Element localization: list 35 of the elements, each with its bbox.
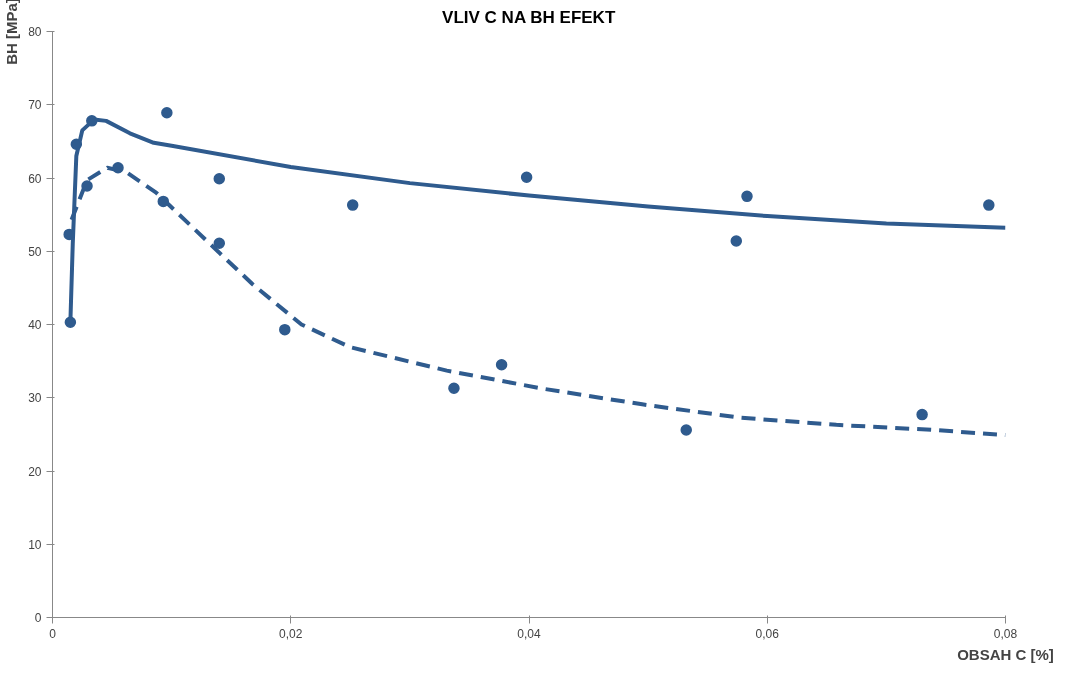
point [81, 180, 93, 192]
point [983, 199, 995, 211]
point [157, 195, 170, 208]
chart-title: VLIV C NA BH EFEKT [442, 7, 616, 27]
point [346, 199, 359, 211]
x-axis-title: OBSAH C [%] [957, 645, 1054, 663]
y-tick-label: 0 [34, 611, 42, 625]
point [161, 107, 173, 119]
x-tick-label: 0 [49, 626, 57, 641]
point [213, 172, 226, 185]
point [70, 138, 83, 151]
x-tick-label: 0,08 [993, 626, 1018, 641]
y-tick-label: 10 [28, 537, 42, 552]
y-tick-label: 70 [28, 98, 42, 113]
y-tick-label: 20 [28, 464, 42, 479]
y-tick-label: 80 [28, 25, 42, 39]
point [916, 408, 928, 421]
y-tick-label: 40 [28, 318, 42, 332]
point [64, 316, 77, 329]
point [520, 171, 533, 184]
point [680, 424, 692, 436]
point [448, 382, 460, 394]
y-tick-label: 60 [28, 171, 42, 186]
point [730, 235, 743, 247]
point [213, 237, 226, 249]
point [112, 162, 124, 174]
x-tick-label: 0,04 [517, 626, 541, 641]
x-tick-label: 0,06 [755, 626, 780, 641]
y-tick-label: 50 [28, 244, 42, 259]
point [495, 359, 508, 371]
y-tick-label: 30 [28, 391, 42, 406]
point [741, 190, 753, 203]
point [279, 323, 291, 336]
x-tick-label: 0,02 [279, 626, 303, 641]
point [86, 115, 98, 127]
